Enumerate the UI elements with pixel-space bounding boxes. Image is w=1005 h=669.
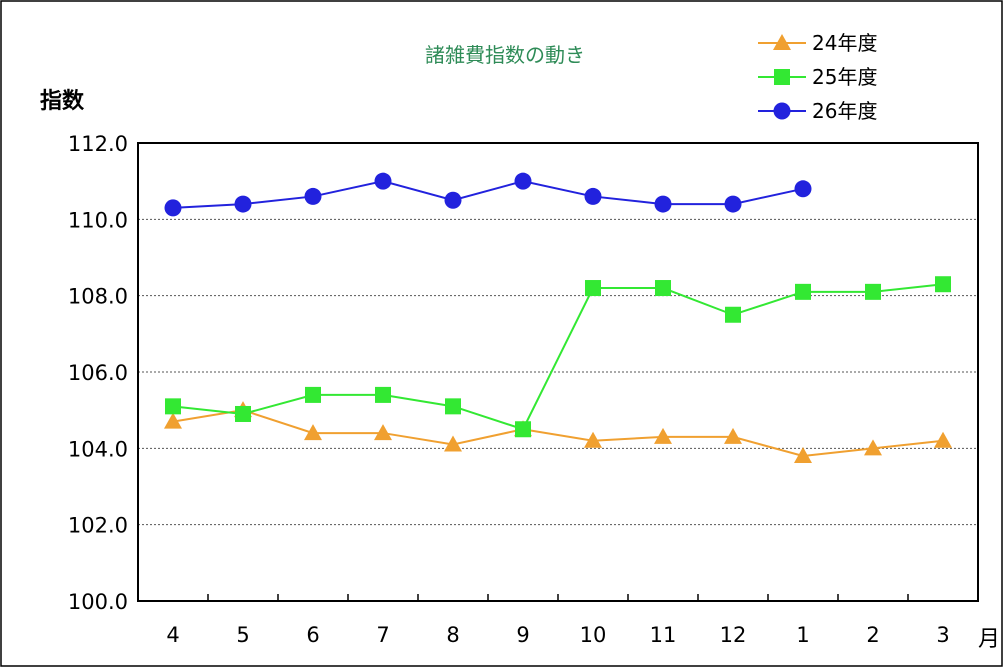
- legend-marker: [773, 34, 791, 50]
- x-tick-label: 11: [650, 623, 677, 647]
- data-point: [724, 195, 742, 213]
- data-point: [304, 424, 322, 441]
- data-point: [514, 172, 532, 190]
- y-tick-label: 110.0: [68, 208, 128, 232]
- legend-item: 25年度: [758, 65, 877, 89]
- data-point: [584, 431, 602, 448]
- data-point: [864, 439, 882, 456]
- data-point: [235, 405, 251, 422]
- x-tick-label: 5: [236, 623, 249, 647]
- x-axis-label: 月: [978, 627, 1000, 652]
- x-tick-label: 7: [376, 623, 389, 647]
- data-point: [304, 187, 322, 205]
- series-line: [172, 409, 944, 457]
- x-tick-label: 10: [580, 623, 607, 647]
- chart-title: 諸雑費指数の動き: [425, 43, 585, 67]
- legend-label: 26年度: [812, 99, 877, 123]
- legend-label: 25年度: [812, 65, 877, 89]
- data-point: [305, 386, 321, 403]
- data-point: [934, 431, 952, 448]
- data-point: [375, 386, 391, 403]
- data-point: [164, 412, 182, 429]
- data-point: [794, 446, 812, 463]
- data-point: [795, 283, 811, 300]
- data-point: [444, 435, 462, 452]
- data-point: [584, 187, 602, 205]
- data-point: [445, 398, 461, 415]
- data-point: [654, 195, 672, 213]
- x-tick-label: 3: [936, 623, 949, 647]
- series-group: [164, 172, 952, 463]
- x-tick-label: 6: [306, 623, 319, 647]
- data-point: [374, 172, 392, 190]
- y-tick-label: 102.0: [68, 514, 128, 538]
- y-tick-label: 108.0: [68, 285, 128, 309]
- x-axis-ticks: 4 5 6 7 8 9 10 11 12 1 2 3: [166, 594, 950, 647]
- data-point: [655, 280, 671, 297]
- data-point: [935, 276, 951, 293]
- data-point: [724, 427, 742, 444]
- x-tick-label: 2: [866, 623, 879, 647]
- x-tick-label: 12: [720, 623, 747, 647]
- data-point: [234, 195, 252, 213]
- series-3: [164, 172, 812, 217]
- y-tick-label: 104.0: [68, 437, 128, 461]
- data-point: [585, 280, 601, 297]
- data-point: [165, 398, 181, 415]
- data-point: [374, 424, 392, 441]
- data-point: [164, 199, 182, 217]
- data-point: [515, 421, 531, 438]
- y-axis-ticks: 100.0 102.0 104.0 106.0 108.0 110.0 112.0: [68, 132, 128, 614]
- y-tick-label: 106.0: [68, 361, 128, 385]
- data-point: [865, 283, 881, 300]
- y-tick-label: 100.0: [68, 590, 128, 614]
- legend: 24年度 25年度 26年度: [758, 31, 877, 123]
- y-tick-label: 112.0: [68, 132, 128, 156]
- x-tick-label: 9: [516, 623, 529, 647]
- data-point: [725, 306, 741, 323]
- series-1: [164, 401, 952, 463]
- legend-item: 24年度: [758, 31, 877, 55]
- legend-marker: [774, 69, 790, 85]
- data-point: [794, 180, 812, 198]
- series-2: [165, 276, 951, 438]
- x-tick-label: 4: [166, 623, 179, 647]
- legend-label: 24年度: [812, 31, 877, 55]
- legend-marker: [773, 102, 791, 120]
- series-line: [172, 283, 944, 431]
- x-tick-label: 8: [446, 623, 459, 647]
- gridlines: [138, 218, 978, 526]
- legend-item: 26年度: [758, 99, 877, 123]
- y-axis-label: 指数: [40, 88, 85, 114]
- data-point: [654, 427, 672, 444]
- x-tick-label: 1: [796, 623, 809, 647]
- data-point: [444, 191, 462, 209]
- series-line: [172, 180, 804, 209]
